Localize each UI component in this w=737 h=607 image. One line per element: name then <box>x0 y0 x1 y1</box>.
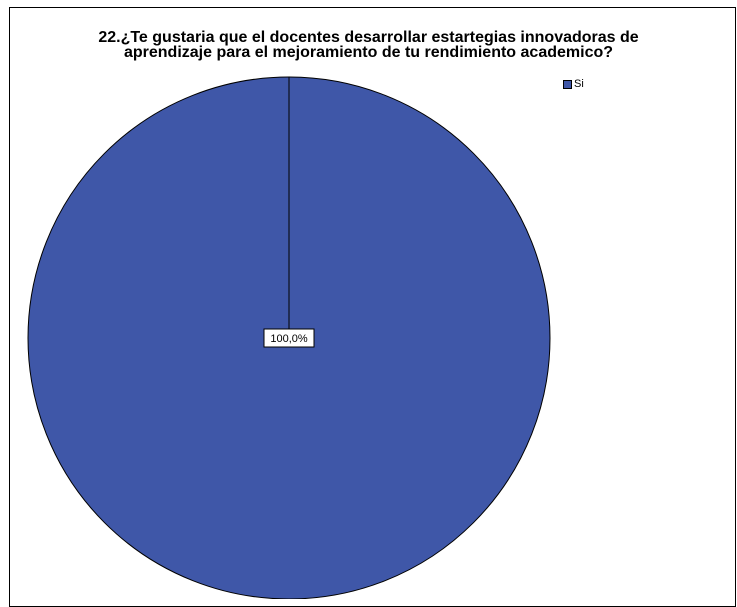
data-labels: 100,0% <box>263 328 315 348</box>
chart-title-line-2: aprendizaje para el mejoramiento de tu r… <box>123 44 614 61</box>
data-label-box <box>263 328 315 348</box>
data-label-si: 100,0% <box>270 333 308 345</box>
legend: Si <box>563 78 584 90</box>
legend-label-si: Si <box>574 78 584 90</box>
chart-title: 22.¿Te gustaria que el docentes desarrol… <box>0 29 737 61</box>
chart-title-line-1: 22.¿Te gustaria que el docentes desarrol… <box>98 29 639 46</box>
legend-swatch-si <box>563 79 572 89</box>
